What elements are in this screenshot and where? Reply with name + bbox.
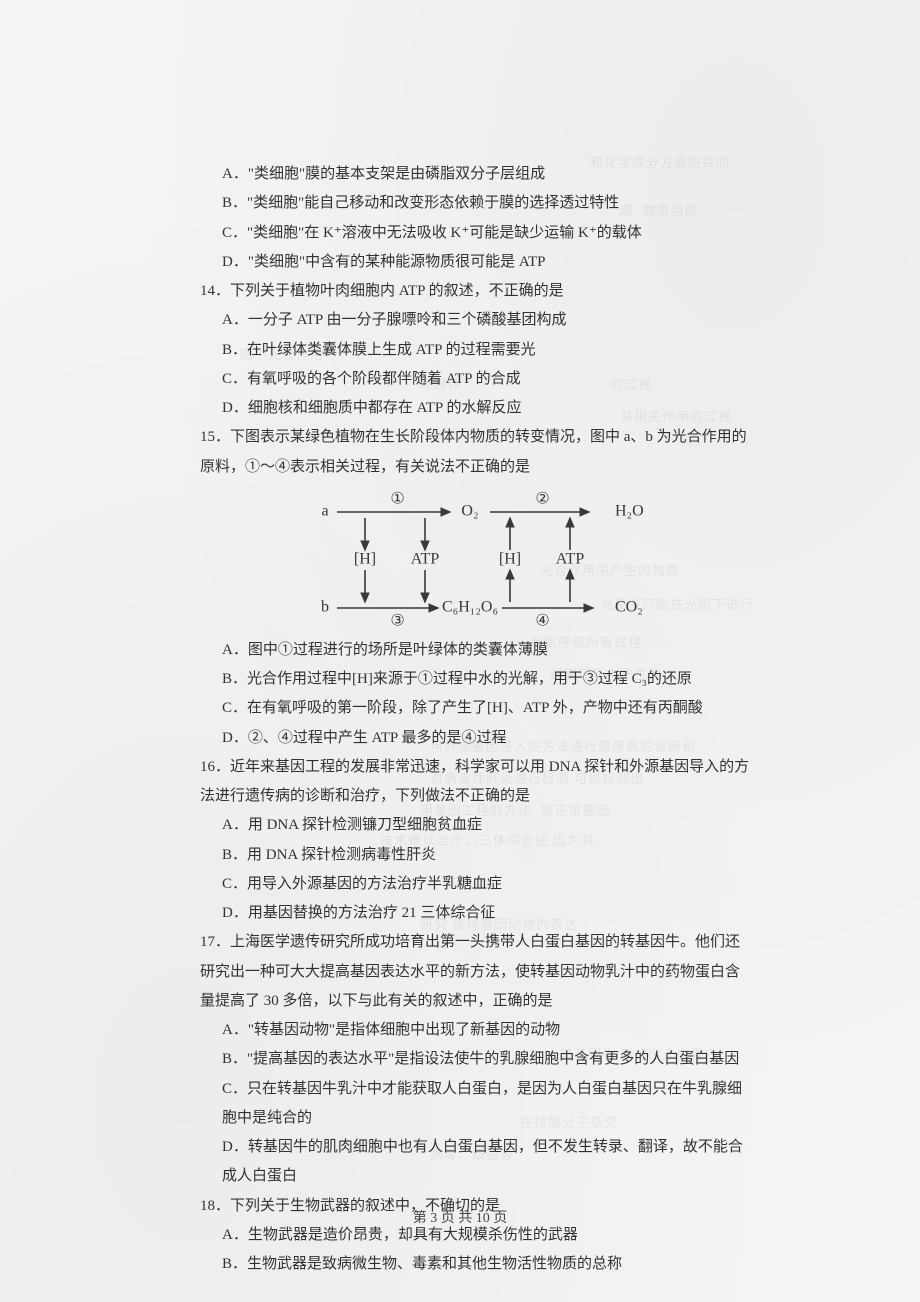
q14-stem: 14．下列关于植物叶肉细胞内 ATP 的叙述，不正确的是 [200,277,750,306]
q13-option-b: B．"类细胞"能自己移动和改变形态依赖于膜的选择透过特性 [200,189,750,218]
svg-text:③: ③ [390,612,404,629]
svg-text:[H]: [H] [499,550,521,567]
q13-option-a: A．"类细胞"膜的基本支架是由磷脂双分子层组成 [200,160,750,189]
q16-option-a: A．用 DNA 探针检测镰刀型细胞贫血症 [200,811,750,840]
q13-option-c: C．"类细胞"在 K⁺溶液中无法吸收 K⁺可能是缺少运输 K⁺的载体 [200,219,750,248]
q16-option-c: C．用导入外源基因的方法治疗半乳糖血症 [200,870,750,899]
q17-option-a: A．"转基因动物"是指体细胞中出现了新基因的动物 [200,1016,750,1045]
svg-text:④: ④ [535,612,549,629]
svg-text:b: b [321,598,329,615]
svg-text:ATP: ATP [556,550,585,567]
q16-option-d: D．用基因替换的方法治疗 21 三体综合征 [200,899,750,928]
q14-option-b: B．在叶绿体类囊体膜上生成 ATP 的过程需要光 [200,336,536,365]
q17-stem: 17．上海医学遗传研究所成功培育出第一头携带人白蛋白基因的转基因牛。他们还研究出… [200,928,750,1016]
q17-option-d: D．转基因牛的肌肉细胞中也有人白蛋白基因，但不发生转录、翻译，故不能合成人白蛋白 [200,1133,750,1192]
svg-text:a: a [321,502,328,519]
svg-text:②: ② [535,490,549,507]
q14-option-c: C．有氧呼吸的各个阶段都伴随着 ATP 的合成 [200,365,521,394]
q13-option-d: D．"类细胞"中含有的某种能源物质很可能是 ATP [200,248,750,277]
exam-page: 和化学成分方面的共同成, 物质组成图中光合作用叶绿体的过程其相关作用的过程光合作… [0,0,920,1302]
svg-text:ATP: ATP [411,550,440,567]
q16-option-b: B．用 DNA 探针检测病毒性肝炎 [200,841,750,870]
svg-text:CO₂: CO₂ [615,598,643,615]
svg-text:[H]: [H] [354,550,376,567]
svg-text:①: ① [390,490,404,507]
q18-option-b: B．生物武器是致病微生物、毒素和其他生物活性物质的总称 [200,1250,750,1279]
q15-option-d: D．②、④过程中产生 ATP 最多的是④过程 [200,724,750,753]
q15-diagram: a ① O₂ ② H₂O b ③ C₆H₁₂O₆ ④ CO₂ [H] ATP [H] ATP [295,490,655,630]
q17-option-b: B．"提高基因的表达水平"是指设法使牛的乳腺细胞中含有更多的人白蛋白基因 [200,1045,750,1074]
q15-option-a: A．图中①过程进行的场所是叶绿体的类囊体薄膜 [200,636,750,665]
q15-option-c: C．在有氧呼吸的第一阶段，除了产生了[H]、ATP 外，产物中还有丙酮酸 [200,694,750,723]
q15-stem: 15．下图表示某绿色植物在生长阶段体内物质的转变情况，图中 a、b 为光合作用的… [200,423,750,482]
q17-option-c: C．只在转基因牛乳汁中才能获取人白蛋白，是因为人白蛋白基因只在牛乳腺细胞中是纯合… [200,1075,750,1134]
q15-option-b: B．光合作用过程中[H]来源于①过程中水的光解，用于③过程 C₃的还原 [200,665,750,694]
svg-text:H₂O: H₂O [615,502,644,519]
q16-stem: 16．近年来基因工程的发展非常迅速，科学家可以用 DNA 探针和外源基因导入的方… [200,753,750,812]
svg-text:C₆H₁₂O₆: C₆H₁₂O₆ [442,598,498,615]
q14-option-a: A．一分子 ATP 由一分子腺嘌呤和三个磷酸基团构成 [200,306,566,335]
svg-text:O₂: O₂ [461,502,478,519]
q14-option-d: D．细胞核和细胞质中都存在 ATP 的水解反应 [200,394,521,423]
page-footer: 第 3 页 共 10 页 [0,1205,920,1232]
